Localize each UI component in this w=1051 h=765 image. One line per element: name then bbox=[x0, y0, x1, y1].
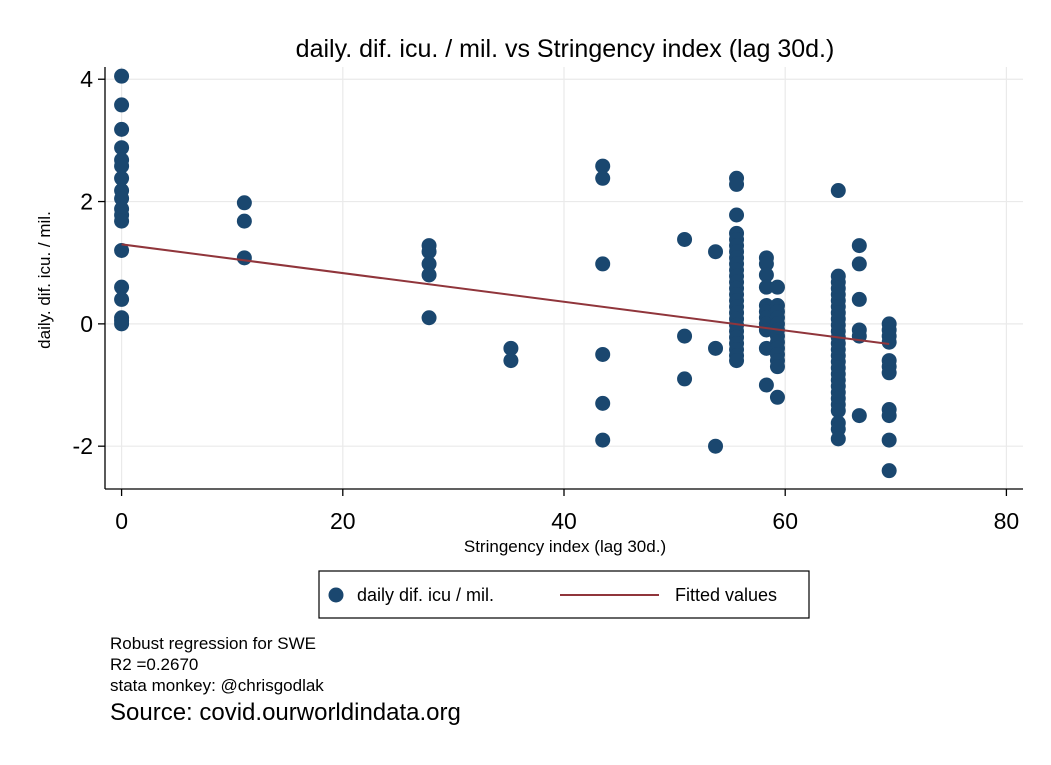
data-point bbox=[114, 316, 130, 332]
data-point bbox=[881, 463, 897, 479]
data-point bbox=[595, 256, 611, 272]
data-point bbox=[729, 353, 745, 369]
notes-block: Robust regression for SWE R2 =0.2670 sta… bbox=[110, 633, 461, 728]
legend-label-points: daily dif. icu / mil. bbox=[357, 585, 494, 605]
x-tick-label: 0 bbox=[115, 508, 128, 534]
note-author: stata monkey: @chrisgodlak bbox=[110, 676, 324, 695]
data-point bbox=[758, 279, 774, 295]
data-point bbox=[830, 183, 846, 199]
data-point bbox=[421, 310, 437, 326]
data-point bbox=[114, 140, 130, 156]
data-point bbox=[851, 238, 867, 254]
scatter-points bbox=[114, 68, 897, 479]
x-tick-label: 80 bbox=[994, 508, 1020, 534]
data-point bbox=[729, 207, 745, 223]
data-point bbox=[236, 213, 252, 229]
x-tick-label: 20 bbox=[330, 508, 356, 534]
data-point bbox=[708, 438, 724, 454]
note-r2: R2 =0.2670 bbox=[110, 655, 199, 674]
data-point bbox=[677, 231, 693, 247]
x-tick-label: 60 bbox=[772, 508, 798, 534]
data-point bbox=[595, 432, 611, 448]
data-point bbox=[881, 334, 897, 350]
data-point bbox=[830, 403, 846, 419]
legend-label-fit: Fitted values bbox=[675, 585, 777, 605]
data-point bbox=[851, 408, 867, 424]
x-tick-label: 40 bbox=[551, 508, 577, 534]
data-point bbox=[677, 328, 693, 344]
data-point bbox=[729, 176, 745, 192]
data-point bbox=[758, 256, 774, 272]
data-point bbox=[503, 340, 519, 356]
data-point bbox=[851, 291, 867, 307]
data-point bbox=[708, 340, 724, 356]
data-point bbox=[881, 365, 897, 381]
data-point bbox=[114, 97, 130, 113]
y-tick-label: -2 bbox=[73, 433, 93, 459]
data-point bbox=[769, 359, 785, 375]
data-point bbox=[595, 170, 611, 186]
y-tick-label: 0 bbox=[80, 311, 93, 337]
data-point bbox=[114, 242, 130, 258]
chart-title: daily. dif. icu. / mil. vs Stringency in… bbox=[296, 35, 835, 63]
data-point bbox=[595, 395, 611, 411]
data-point bbox=[758, 322, 774, 338]
data-point bbox=[114, 68, 130, 84]
data-point bbox=[236, 195, 252, 211]
data-point bbox=[769, 389, 785, 405]
data-point bbox=[114, 158, 130, 174]
x-axis-label: Stringency index (lag 30d.) bbox=[464, 537, 666, 556]
data-point bbox=[114, 170, 130, 186]
data-point bbox=[595, 346, 611, 362]
legend-marker-points bbox=[328, 587, 344, 603]
data-point bbox=[769, 279, 785, 295]
source-note: Source: covid.ourworldindata.org bbox=[110, 699, 461, 726]
data-point bbox=[421, 267, 437, 283]
data-point bbox=[236, 250, 252, 266]
data-point bbox=[851, 256, 867, 272]
legend: daily dif. icu / mil. Fitted values bbox=[318, 570, 810, 619]
data-point bbox=[708, 244, 724, 260]
data-point bbox=[677, 371, 693, 387]
data-point bbox=[114, 121, 130, 137]
data-point bbox=[114, 291, 130, 307]
data-point bbox=[503, 353, 519, 369]
y-tick-label: 4 bbox=[80, 66, 93, 92]
data-point bbox=[758, 377, 774, 393]
note-method: Robust regression for SWE bbox=[110, 634, 316, 653]
data-point bbox=[114, 190, 130, 206]
data-point bbox=[421, 256, 437, 272]
data-point bbox=[881, 408, 897, 424]
y-axis-label: daily. dif. icu. / mil. bbox=[35, 211, 54, 349]
data-point bbox=[758, 340, 774, 356]
data-point bbox=[114, 213, 130, 229]
gridlines bbox=[105, 67, 1023, 489]
data-point bbox=[595, 158, 611, 174]
fitted-line-segment bbox=[121, 243, 890, 346]
fitted-line bbox=[121, 243, 890, 346]
data-point bbox=[421, 244, 437, 260]
data-point bbox=[881, 432, 897, 448]
y-tick-label: 2 bbox=[80, 189, 93, 215]
data-point bbox=[114, 279, 130, 295]
data-point bbox=[758, 267, 774, 283]
data-point bbox=[830, 431, 846, 447]
